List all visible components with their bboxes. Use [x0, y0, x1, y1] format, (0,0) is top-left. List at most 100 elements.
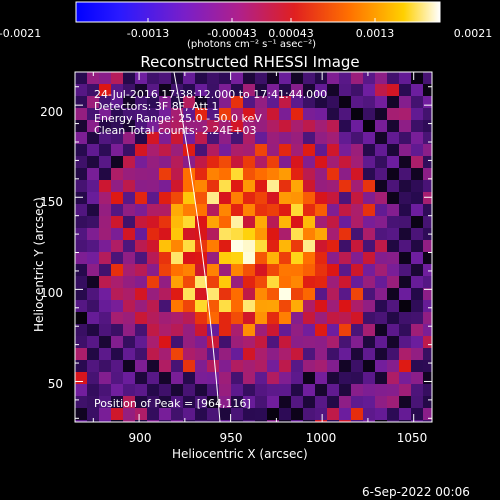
image-pixel [111, 96, 123, 108]
image-pixel [195, 396, 207, 408]
image-pixel [339, 108, 351, 120]
image-pixel [327, 324, 339, 336]
image-pixel [363, 168, 375, 180]
image-pixel [423, 156, 432, 168]
colorbar-tick-label: -0.0021 [0, 27, 42, 40]
image-pixel [387, 420, 399, 422]
image-pixel [315, 216, 327, 228]
y-tick-label: 100 [40, 286, 63, 300]
image-pixel [219, 96, 231, 108]
image-pixel [195, 216, 207, 228]
image-pixel [327, 192, 339, 204]
image-pixel [123, 312, 135, 324]
image-pixel [111, 408, 123, 420]
image-pixel [255, 252, 267, 264]
image-pixel [327, 240, 339, 252]
image-pixel [327, 288, 339, 300]
image-pixel [99, 264, 111, 276]
image-pixel [123, 96, 135, 108]
x-tick-label: 1050 [396, 431, 428, 445]
image-pixel [375, 360, 387, 372]
image-pixel [135, 204, 147, 216]
image-pixel [315, 252, 327, 264]
image-pixel [351, 288, 363, 300]
plot-frame [74, 71, 433, 423]
image-pixel [423, 168, 432, 180]
image-pixel [351, 168, 363, 180]
image-pixel [375, 288, 387, 300]
image-pixel [147, 360, 159, 372]
image-pixel [351, 312, 363, 324]
image-pixel [183, 72, 195, 84]
image-pixel [171, 216, 183, 228]
image-pixel [363, 420, 375, 422]
image-pixel [195, 420, 207, 422]
image-pixel [315, 228, 327, 240]
image-pixel [339, 180, 351, 192]
image-pixel [267, 276, 279, 288]
image-pixel [243, 324, 255, 336]
image-pixel [99, 192, 111, 204]
image-pixel [171, 288, 183, 300]
image-pixel [363, 312, 375, 324]
image-pixel [195, 132, 207, 144]
image-pixel [375, 228, 387, 240]
image-pixel [75, 144, 87, 156]
image-pixel [219, 216, 231, 228]
image-pixel [135, 384, 147, 396]
info-line-energy: Energy Range: 25.0 - 50.0 keV [94, 112, 262, 125]
image-pixel [339, 96, 351, 108]
image-pixel [111, 276, 123, 288]
image-pixel [159, 144, 171, 156]
image-pixel [135, 348, 147, 360]
image-pixel [351, 324, 363, 336]
image-pixel [219, 72, 231, 84]
image-pixel [183, 264, 195, 276]
image-pixel [315, 72, 327, 84]
image-pixel [351, 180, 363, 192]
image-pixel [207, 72, 219, 84]
image-pixel [231, 312, 243, 324]
image-pixel [159, 156, 171, 168]
image-pixel [195, 372, 207, 384]
image-pixel [87, 228, 99, 240]
image-pixel [303, 276, 315, 288]
image-pixel [111, 420, 123, 422]
image-pixel [99, 288, 111, 300]
image-pixel [279, 120, 291, 132]
image-pixel [411, 264, 423, 276]
image-pixel [207, 348, 219, 360]
image-pixel [159, 276, 171, 288]
image-pixel [171, 228, 183, 240]
image-pixel [339, 132, 351, 144]
image-pixel [423, 96, 432, 108]
image-pixel [339, 324, 351, 336]
image-pixel [207, 252, 219, 264]
image-pixel [363, 72, 375, 84]
image-pixel [411, 204, 423, 216]
image-pixel [267, 228, 279, 240]
image-pixel [75, 396, 87, 408]
image-pixel [255, 240, 267, 252]
image-pixel [207, 168, 219, 180]
image-pixel [291, 240, 303, 252]
image-pixel [183, 300, 195, 312]
image-pixel [219, 264, 231, 276]
image-pixel [399, 288, 411, 300]
image-pixel [387, 348, 399, 360]
image-pixel [387, 372, 399, 384]
image-pixel [207, 396, 219, 408]
image-pixel [399, 156, 411, 168]
image-pixel [267, 216, 279, 228]
image-pixel [183, 384, 195, 396]
image-pixel [207, 192, 219, 204]
image-pixel [267, 300, 279, 312]
image-pixel [99, 156, 111, 168]
image-pixel [351, 264, 363, 276]
image-pixel [123, 396, 135, 408]
image-pixel [303, 156, 315, 168]
image-pixel [279, 348, 291, 360]
image-pixel [423, 216, 432, 228]
image-pixel [219, 324, 231, 336]
image-pixel [219, 300, 231, 312]
